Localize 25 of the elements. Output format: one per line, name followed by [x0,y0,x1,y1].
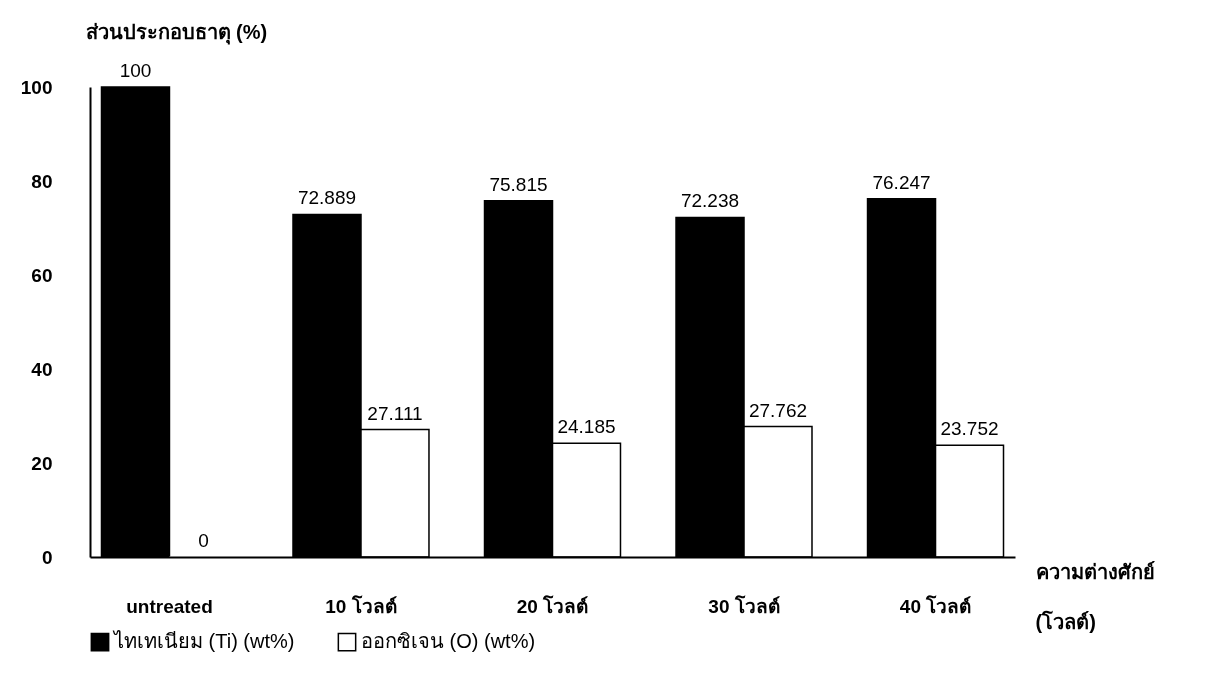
data-label: 27.111 [367,402,423,424]
y-tick-label: 80 [31,170,53,192]
data-label: 75.815 [489,173,548,195]
data-label: 100 [119,60,152,81]
data-label: 72.889 [297,187,357,209]
data-label: 76.247 [872,171,931,193]
legend-label: ออกซิเจน (O) (wt%) [361,630,536,653]
data-label: 0 [198,530,209,551]
x-tick-label: 30 โวลต์ [708,594,780,617]
y-tick-label: 20 [31,452,53,474]
data-label: 23.752 [940,418,999,440]
text: ความต่างศักย์ (โวลต์) [1035,560,1155,633]
y-tick-label: 100 [20,76,53,98]
data-label: 72.238 [680,190,740,212]
x-tick-label: untreated [126,595,213,617]
x-tick-label: 40 โวลต์ [899,594,972,617]
data-label: 27.762 [748,399,808,421]
x-tick-label: 20 โวลต์ [516,594,589,617]
y-tick-label: 0 [41,546,53,568]
y-tick-label: 40 [31,358,53,380]
data-label: 24.185 [557,416,616,438]
y-axis-title: ส่วนประกอบธาตุ (%) [85,20,268,45]
legend-label: ไทเทเนียม (Ti) (wt%) [112,630,295,653]
y-tick-label: 60 [31,264,53,286]
x-tick-label: 10 โวลต์ [325,594,397,617]
